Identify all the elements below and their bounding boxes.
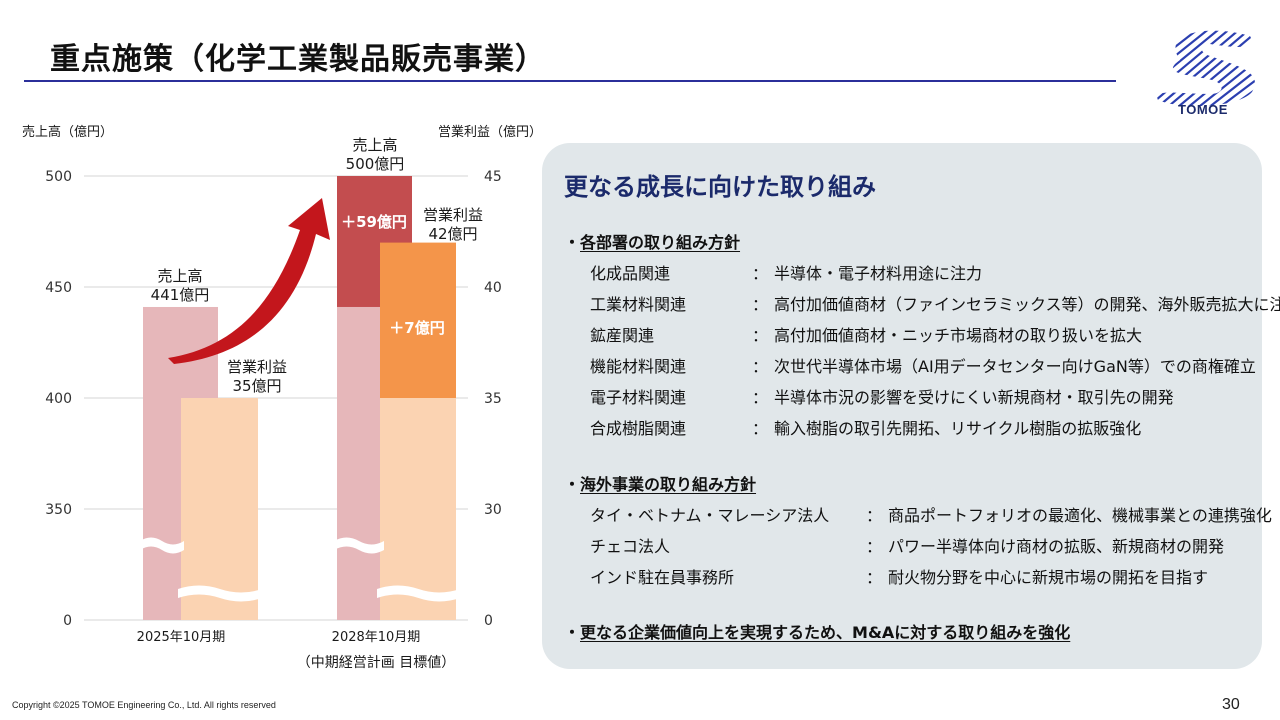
list-item: 工業材料関連 ： 高付加価値商材（ファインセラミックス等）の開発、海外販売拡大に注力 <box>590 291 1280 314</box>
item-value: 高付加価値商材（ファインセラミックス等）の開発、海外販売拡大に注力 <box>774 295 1280 314</box>
item-value: パワー半導体向け商材の拡販、新規商材の開発 <box>888 537 1225 556</box>
category-label-2028: 2028年10月期 <box>332 630 421 645</box>
bar-profit-2025 <box>181 398 258 620</box>
item-value: 半導体・電子材料用途に注力 <box>774 264 983 283</box>
bullet: ・ <box>564 623 581 642</box>
right-axis-title: 営業利益（億円） <box>438 124 540 140</box>
list-item: 化成品関連 ： 半導体・電子材料用途に注力 <box>590 260 1250 283</box>
section-heading-text: 更なる企業価値向上を実現するため、M&Aに対する取り組みを強化 <box>580 623 1071 642</box>
list-item: 機能材料関連 ： 次世代半導体市場（AI用データセンター向けGaN等）での商権確立 <box>590 353 1256 376</box>
item-value: 次世代半導体市場（AI用データセンター向けGaN等）での商権確立 <box>774 357 1256 376</box>
growth-arrow <box>168 198 330 364</box>
item-value: 高付加価値商材・ニッチ市場商材の取り扱いを拡大 <box>774 326 1143 345</box>
item-sep: ： <box>752 264 769 283</box>
left-tick-label: 450 <box>45 280 72 296</box>
label-sales-2028-value: 500億円 <box>346 155 405 173</box>
list-item: タイ・ベトナム・マレーシア法人 ： 商品ポートフォリオの最適化、機械事業との連携強化 <box>590 502 1272 525</box>
item-key: 化成品関連 <box>590 264 671 283</box>
list-item: 電子材料関連 ： 半導体市況の影響を受けにくい新規商材・取引先の開発 <box>590 384 1250 407</box>
item-key: 機能材料関連 <box>590 357 687 376</box>
logo-text: TOMOE <box>1178 102 1228 117</box>
right-tick-label: 30 <box>484 502 502 518</box>
sales-profit-chart: 売上高（億円） 営業利益（億円） 500 45 450 40 400 35 350 30 0 0 売上高… <box>22 124 540 671</box>
item-key: チェコ法人 <box>590 537 671 556</box>
item-key: インド駐在員事務所 <box>590 568 735 587</box>
copyright: Copyright ©2025 TOMOE Engineering Co., L… <box>12 700 276 710</box>
label-sales-increase: ＋59億円 <box>341 213 407 231</box>
bar-profit-2028-base <box>380 398 456 620</box>
right-tick-label: 45 <box>484 169 502 185</box>
section-heading: ・各部署の取り組み方針 <box>564 229 740 253</box>
right-tick-label: 0 <box>484 613 493 629</box>
axis-break <box>140 537 184 554</box>
bar-profit-2028-increase <box>380 242 456 398</box>
section-heading: ・海外事業の取り組み方針 <box>564 471 756 495</box>
category-note: （中期経営計画 目標値） <box>297 655 455 671</box>
item-sep: ： <box>866 568 883 587</box>
label-sales-2025-value: 441億円 <box>151 286 210 304</box>
list-item: 合成樹脂関連 ： 輸入樹脂の取引先開拓、リサイクル樹脂の拡販強化 <box>590 415 1250 438</box>
item-sep: ： <box>752 357 769 376</box>
label-sales-2028-name: 売上高 <box>352 136 397 154</box>
item-key: タイ・ベトナム・マレーシア法人 <box>590 506 830 525</box>
left-tick-label: 350 <box>45 502 72 518</box>
label-profit-2028-value: 42億円 <box>428 225 477 243</box>
page-title: 重点施策（化学工業製品販売事業） <box>50 42 546 77</box>
page-number: 30 <box>1222 696 1240 713</box>
bullet: ・ <box>564 475 581 494</box>
item-value: 半導体市況の影響を受けにくい新規商材・取引先の開発 <box>774 388 1174 407</box>
section-heading-text: 海外事業の取り組み方針 <box>580 475 757 494</box>
item-sep: ： <box>752 295 769 314</box>
item-value: 輸入樹脂の取引先開拓、リサイクル樹脂の拡販強化 <box>774 419 1142 438</box>
label-profit-increase: ＋7億円 <box>389 319 444 337</box>
item-value: 耐火物分野を中心に新規市場の開拓を目指す <box>888 568 1209 587</box>
list-item: チェコ法人 ： パワー半導体向け商材の拡販、新規商材の開発 <box>590 533 1250 556</box>
panel-title: 更なる成長に向けた取り組み <box>564 173 876 201</box>
item-value: 商品ポートフォリオの最適化、機械事業との連携強化 <box>888 506 1272 525</box>
section-heading: ・更なる企業価値向上を実現するため、M&Aに対する取り組みを強化 <box>564 619 1070 643</box>
item-sep: ： <box>752 388 769 407</box>
item-sep: ： <box>752 419 769 438</box>
left-tick-label: 500 <box>45 169 72 185</box>
right-tick-label: 35 <box>484 391 502 407</box>
item-key: 鉱産関連 <box>590 326 655 345</box>
item-key: 電子材料関連 <box>590 388 687 407</box>
left-tick-label: 0 <box>63 613 72 629</box>
label-sales-2025-name: 売上高 <box>157 267 202 285</box>
initiatives-panel: 更なる成長に向けた取り組み ・各部署の取り組み方針 化成品関連：半導体・電子材料用… <box>542 143 1280 669</box>
axis-break <box>178 585 262 602</box>
category-label-2025: 2025年10月期 <box>137 630 226 645</box>
section-heading-text: 各部署の取り組み方針 <box>580 233 741 252</box>
left-axis-title: 売上高（億円） <box>22 124 113 140</box>
item-key: 合成樹脂関連 <box>590 419 687 438</box>
item-sep: ： <box>866 537 883 556</box>
tomoe-logo <box>1157 30 1256 107</box>
label-profit-2025-name: 営業利益 <box>227 358 287 376</box>
axis-break <box>334 537 384 554</box>
title-divider <box>24 80 1116 82</box>
item-key: 工業材料関連 <box>590 295 687 314</box>
left-tick-label: 400 <box>45 391 72 407</box>
list-item: インド駐在員事務所 ： 耐火物分野を中心に新規市場の開拓を目指す <box>590 564 1250 587</box>
item-sep: ： <box>866 506 883 525</box>
label-profit-2028-name: 営業利益 <box>423 206 483 224</box>
axis-break <box>377 585 460 602</box>
list-item: 鉱産関連 ： 高付加価値商材・ニッチ市場商材の取り扱いを拡大 <box>590 322 1250 345</box>
bullet: ・ <box>564 233 581 252</box>
right-tick-label: 40 <box>484 280 502 296</box>
label-profit-2025-value: 35億円 <box>232 377 281 395</box>
item-sep: ： <box>752 326 769 345</box>
